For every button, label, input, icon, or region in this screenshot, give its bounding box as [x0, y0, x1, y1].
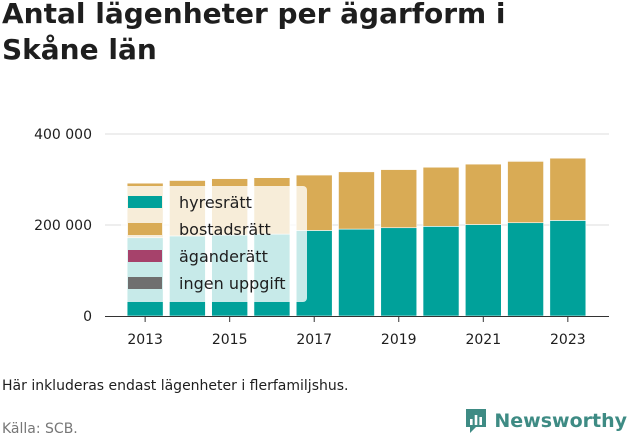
legend-swatch: [128, 250, 162, 262]
bar-segment: [338, 228, 375, 317]
brand-name: Newsworthy: [494, 410, 627, 432]
bar-segment: [422, 166, 460, 227]
chart-source: Källa: SCB.: [2, 421, 78, 437]
legend-label: bostadsrätt: [179, 220, 271, 239]
legend-background: [121, 186, 307, 302]
chart-note: Här inkluderas endast lägenheter i flerf…: [2, 378, 349, 394]
bar-segment: [549, 220, 587, 317]
legend-swatch: [128, 196, 162, 208]
legend-swatch: [128, 277, 162, 289]
y-tick-label: 200 000: [34, 218, 92, 234]
bar-segment: [422, 226, 460, 317]
bar-segment: [380, 169, 418, 229]
bar-segment: [507, 161, 544, 224]
legend-label: ingen uppgift: [179, 274, 286, 293]
bar-segment: [464, 163, 502, 225]
x-tick-label: 2023: [550, 332, 586, 348]
y-tick-label: 0: [83, 309, 92, 325]
chart-title-line-1: Antal lägenheter per ägarform i: [2, 0, 506, 30]
chart-title-line-2: Skåne län: [2, 33, 157, 66]
bar-segment: [464, 224, 502, 317]
legend-label: äganderätt: [179, 247, 268, 266]
x-tick-label: 2019: [381, 332, 417, 348]
bar-segment: [338, 171, 375, 230]
x-tick-label: 2017: [296, 332, 332, 348]
chart-title: Antal lägenheter per ägarform i Skåne lä…: [2, 0, 622, 68]
legend-swatch: [128, 223, 162, 235]
y-tick-label: 400 000: [34, 127, 92, 143]
legend: hyresrätt bostadsrätt äganderätt ingen uppg…: [121, 186, 307, 302]
bar-segment: [380, 227, 418, 317]
brand-logo: Newsworthy: [464, 408, 627, 434]
legend-label: hyresrätt: [179, 193, 252, 212]
bar-segment: [549, 157, 587, 221]
newsworthy-logo-icon: [466, 409, 487, 433]
x-tick-label: 2013: [127, 332, 163, 348]
stacked-bar-chart: 0 200 000 400 000 2013 2015 2017 2019 2021 2023 h…: [34, 127, 609, 348]
x-tick-label: 2021: [465, 332, 501, 348]
bar-segment: [507, 222, 544, 317]
x-tick-label: 2015: [212, 332, 248, 348]
